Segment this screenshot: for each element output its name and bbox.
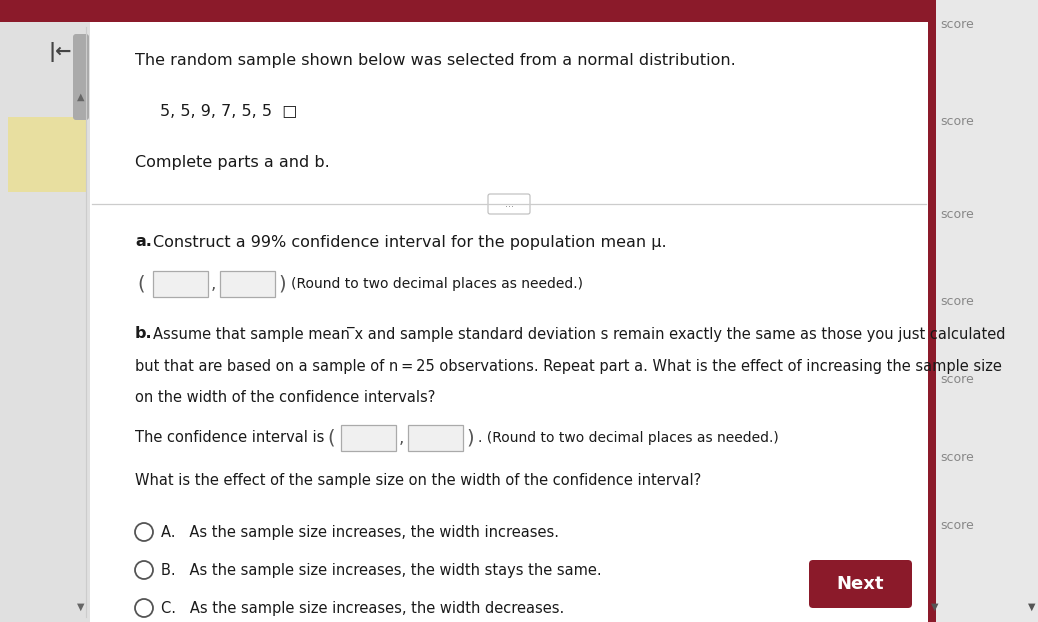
Text: but that are based on a sample of n = 25 observations. Repeat part a. What is th: but that are based on a sample of n = 25… (135, 358, 1002, 373)
Text: ▼: ▼ (1029, 602, 1036, 612)
Text: . (Round to two decimal places as needed.): . (Round to two decimal places as needed… (479, 431, 778, 445)
Bar (8, 117, 86, 192)
Bar (220, 271, 275, 297)
Bar (928, 0, 936, 622)
Text: |←: |← (48, 42, 72, 62)
Text: Next: Next (837, 575, 884, 593)
Text: score: score (940, 451, 974, 463)
FancyBboxPatch shape (73, 34, 89, 120)
FancyBboxPatch shape (809, 560, 912, 608)
Text: (Round to two decimal places as needed.): (Round to two decimal places as needed.) (291, 277, 583, 291)
Text: The random sample shown below was selected from a normal distribution.: The random sample shown below was select… (135, 52, 736, 68)
Text: score: score (940, 19, 974, 31)
Text: 5, 5, 9, 7, 5, 5  □: 5, 5, 9, 7, 5, 5 □ (160, 104, 297, 119)
Text: score: score (940, 295, 974, 308)
Text: Complete parts a and b.: Complete parts a and b. (135, 154, 330, 170)
Text: What is the effect of the sample size on the width of the confidence interval?: What is the effect of the sample size on… (135, 473, 702, 488)
Text: score: score (940, 373, 974, 386)
Bar (0, 0, 928, 22)
Text: Construct a 99% confidence interval for the population mean μ.: Construct a 99% confidence interval for … (153, 234, 666, 249)
Bar (0, 22, 90, 622)
Text: (: ( (137, 274, 144, 294)
Bar (928, 0, 1038, 622)
Text: ,: , (399, 429, 405, 447)
Text: ▼: ▼ (77, 602, 85, 612)
Bar (90, 22, 928, 622)
Text: on the width of the confidence intervals?: on the width of the confidence intervals… (135, 391, 435, 406)
Text: B.   As the sample size increases, the width stays the same.: B. As the sample size increases, the wid… (161, 562, 602, 577)
Text: score: score (940, 115, 974, 128)
Text: ,: , (211, 275, 216, 293)
Text: score: score (940, 208, 974, 221)
Text: ...: ... (504, 199, 514, 209)
Bar (342, 425, 397, 451)
Text: ▲: ▲ (77, 92, 85, 102)
Text: (: ( (327, 429, 334, 447)
Text: ): ) (278, 274, 285, 294)
Text: The confidence interval is: The confidence interval is (135, 430, 324, 445)
Text: Assume that sample mean ̅x and sample standard deviation s remain exactly the sa: Assume that sample mean ̅x and sample st… (153, 327, 1006, 341)
Text: score: score (940, 519, 974, 532)
Text: ▼: ▼ (931, 602, 938, 612)
Text: a.: a. (135, 234, 152, 249)
Text: ): ) (466, 429, 473, 447)
Bar (153, 271, 208, 297)
Text: A.   As the sample size increases, the width increases.: A. As the sample size increases, the wid… (161, 524, 559, 539)
Text: b.: b. (135, 327, 153, 341)
Bar (408, 425, 463, 451)
Text: C.   As the sample size increases, the width decreases.: C. As the sample size increases, the wid… (161, 600, 565, 616)
FancyBboxPatch shape (488, 194, 530, 214)
